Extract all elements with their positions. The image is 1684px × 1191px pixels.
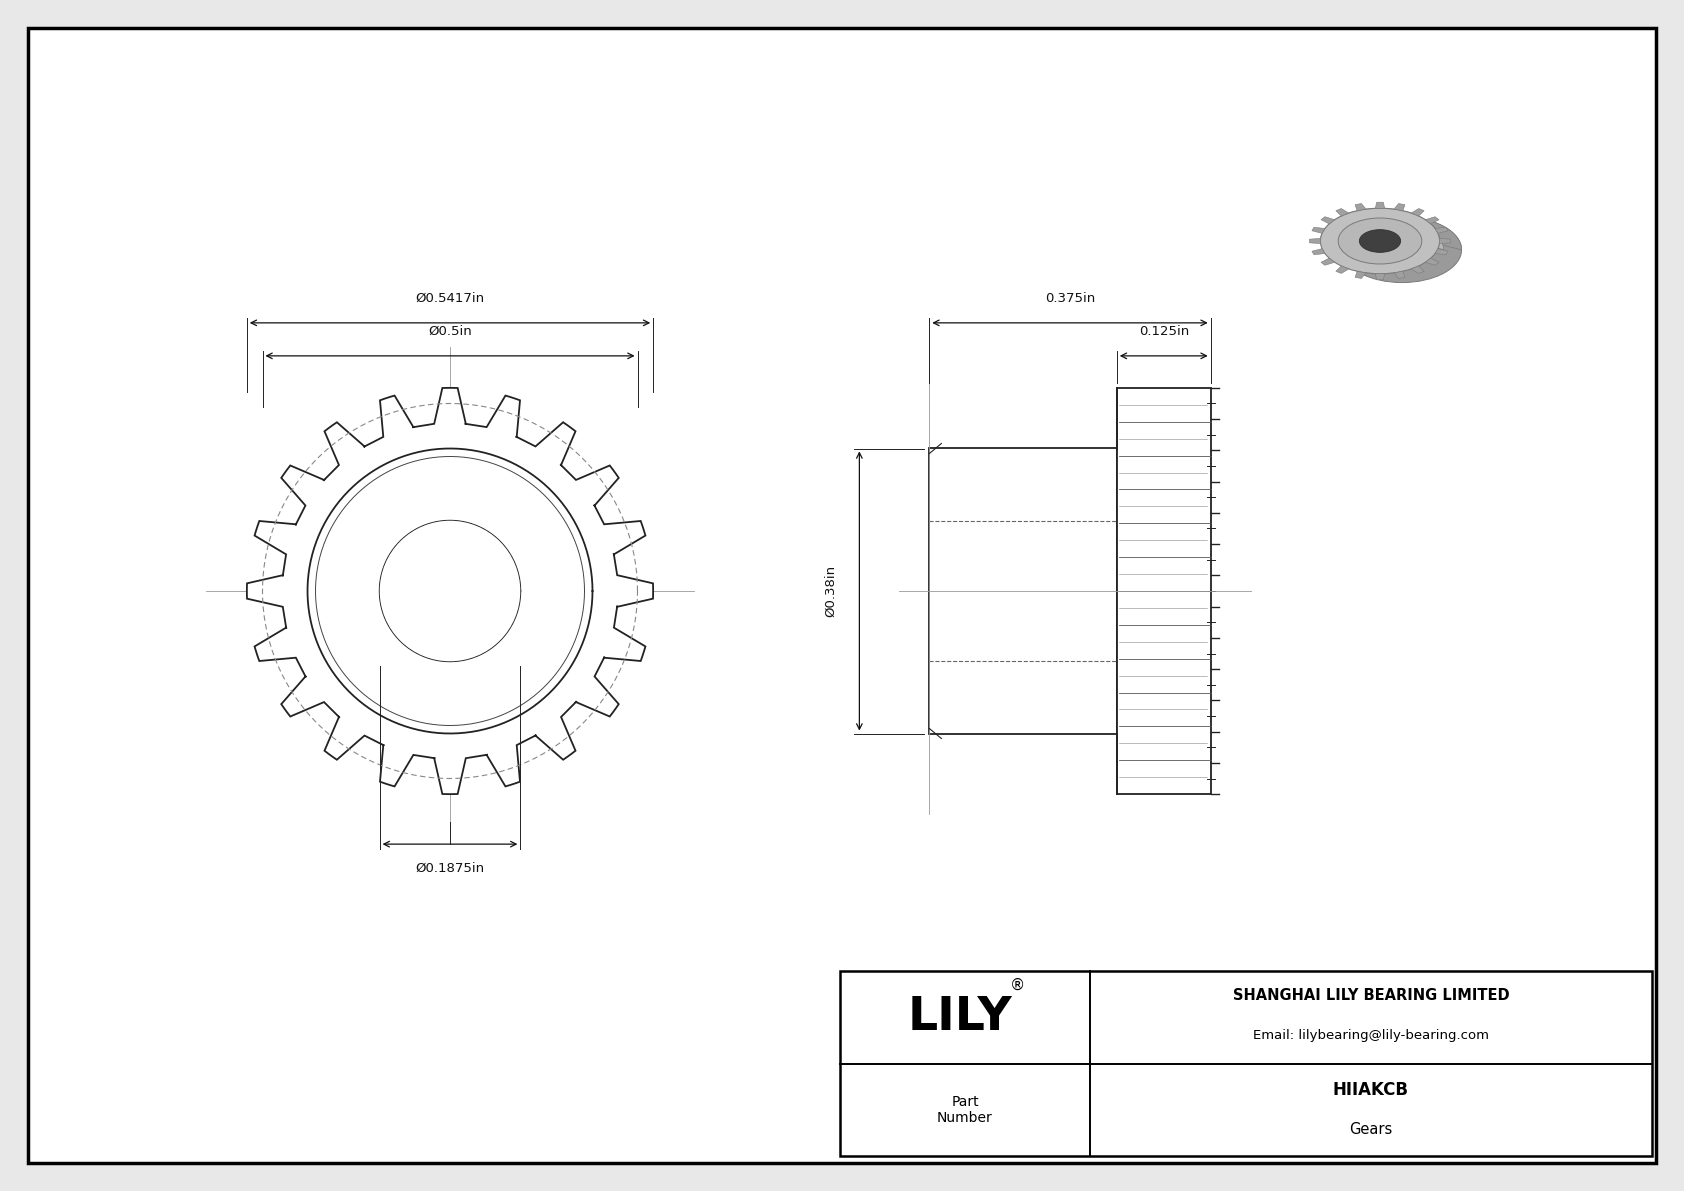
Bar bbox=[1116, 388, 1211, 794]
Text: SHANGHAI LILY BEARING LIMITED: SHANGHAI LILY BEARING LIMITED bbox=[1233, 987, 1509, 1003]
Polygon shape bbox=[1435, 249, 1448, 255]
Text: Ø0.1875in: Ø0.1875in bbox=[416, 862, 485, 875]
Polygon shape bbox=[1356, 204, 1366, 211]
Polygon shape bbox=[1335, 266, 1349, 274]
Ellipse shape bbox=[1359, 230, 1401, 252]
Polygon shape bbox=[1320, 208, 1462, 250]
Text: Ø0.38in: Ø0.38in bbox=[825, 565, 837, 617]
Polygon shape bbox=[1411, 266, 1425, 274]
Text: 0.375in: 0.375in bbox=[1044, 292, 1095, 305]
Polygon shape bbox=[1376, 274, 1384, 280]
Polygon shape bbox=[1394, 204, 1404, 211]
Polygon shape bbox=[1312, 227, 1325, 233]
Text: 0.125in: 0.125in bbox=[1138, 325, 1189, 338]
Polygon shape bbox=[1394, 272, 1404, 279]
Polygon shape bbox=[1312, 249, 1325, 255]
Polygon shape bbox=[248, 388, 653, 794]
Polygon shape bbox=[1310, 238, 1320, 244]
Polygon shape bbox=[1411, 208, 1425, 216]
Polygon shape bbox=[1320, 217, 1335, 224]
Polygon shape bbox=[1435, 227, 1448, 233]
Polygon shape bbox=[1425, 258, 1440, 266]
Text: Gears: Gears bbox=[1349, 1122, 1393, 1137]
Polygon shape bbox=[1425, 217, 1440, 224]
Bar bbox=[840, 971, 1652, 1156]
Text: Ø0.5417in: Ø0.5417in bbox=[416, 292, 485, 305]
Text: Ø0.5in: Ø0.5in bbox=[428, 325, 472, 338]
Polygon shape bbox=[1356, 272, 1366, 279]
Circle shape bbox=[242, 384, 657, 798]
Polygon shape bbox=[1335, 208, 1349, 216]
Circle shape bbox=[308, 449, 593, 734]
Polygon shape bbox=[1320, 258, 1335, 266]
Text: LILY: LILY bbox=[908, 994, 1012, 1040]
Polygon shape bbox=[1376, 202, 1384, 208]
Bar bbox=[930, 449, 1116, 734]
Ellipse shape bbox=[1342, 217, 1462, 282]
Text: HIIAKCB: HIIAKCB bbox=[1334, 1080, 1410, 1099]
Text: Part
Number: Part Number bbox=[936, 1095, 994, 1124]
Text: Email: lilybearing@lily-bearing.com: Email: lilybearing@lily-bearing.com bbox=[1253, 1029, 1489, 1042]
Text: ®: ® bbox=[1009, 978, 1024, 993]
Circle shape bbox=[379, 520, 520, 661]
Ellipse shape bbox=[1320, 208, 1440, 274]
Polygon shape bbox=[1339, 218, 1443, 250]
Polygon shape bbox=[1440, 238, 1450, 244]
Ellipse shape bbox=[1339, 218, 1421, 264]
